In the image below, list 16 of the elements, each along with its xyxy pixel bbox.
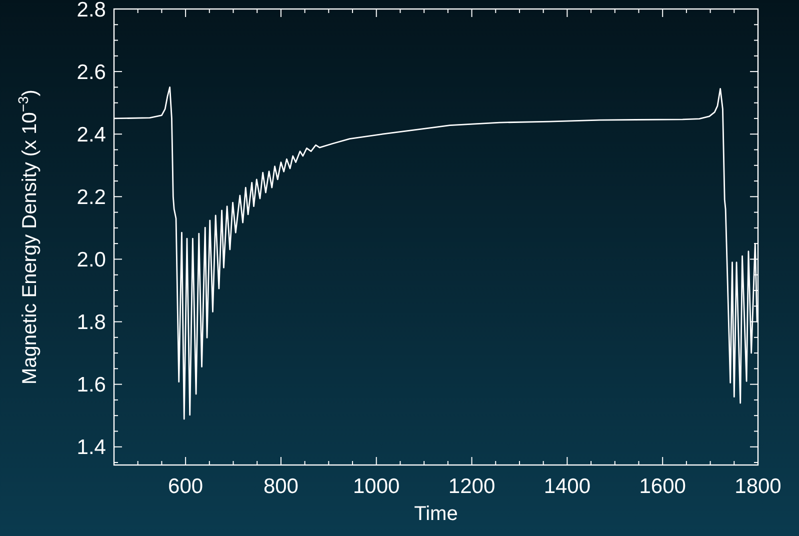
y-tick-label: 2.4 [76,123,106,146]
x-tick-label: 1600 [639,475,686,498]
x-tick-label: 1400 [544,475,591,498]
x-axis-title: Time [414,503,458,525]
x-tick-label: 600 [168,475,204,498]
y-tick-label: 2.8 [76,0,106,22]
y-tick-label: 2.2 [76,186,106,210]
x-tick-label: 1200 [448,475,496,498]
y-tick-label: 2.0 [76,248,106,272]
y-tick-label: 1.8 [76,311,106,334]
x-tick-label: 1800 [734,475,782,498]
y-tick-label: 1.4 [76,436,106,460]
y-tick-label: 2.6 [76,60,106,84]
y-tick-label: 1.6 [76,374,106,397]
x-tick-label: 800 [263,475,298,498]
x-tick-label: 1000 [353,475,400,498]
